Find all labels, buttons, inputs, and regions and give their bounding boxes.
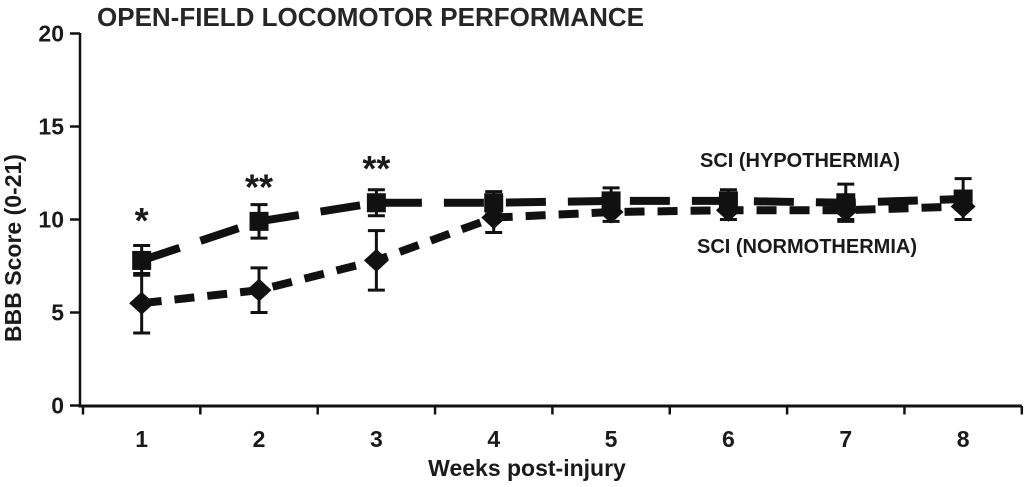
y-tick-label: 5 bbox=[51, 300, 64, 326]
x-tick-label: 7 bbox=[839, 426, 852, 452]
marker-square bbox=[953, 189, 973, 209]
x-tick-label: 1 bbox=[135, 426, 148, 452]
series-label-hypothermia: SCI (HYPOTHERMIA) bbox=[700, 150, 900, 172]
marker-square bbox=[484, 193, 504, 213]
x-tick-label: 6 bbox=[722, 426, 735, 452]
chart-title: OPEN-FIELD LOCOMOTOR PERFORMANCE bbox=[97, 2, 644, 32]
y-axis-title: BBB Score (0-21) bbox=[0, 154, 26, 342]
series-hypothermia bbox=[132, 177, 973, 277]
y-tick-label: 15 bbox=[38, 114, 64, 140]
y-tick-label: 0 bbox=[51, 393, 64, 419]
x-tick-label: 5 bbox=[605, 426, 618, 452]
marker-square bbox=[249, 211, 269, 231]
x-tick-label: 4 bbox=[487, 426, 500, 452]
y-tick-label: 20 bbox=[38, 21, 64, 47]
x-tick-label: 8 bbox=[957, 426, 970, 452]
marker-square bbox=[718, 191, 738, 211]
significance-asterisk: ** bbox=[245, 167, 273, 208]
series-label-normothermia: SCI (NORMOTHERMIA) bbox=[697, 236, 917, 258]
significance-asterisk: * bbox=[135, 200, 149, 241]
x-axis-title: Weeks post-injury bbox=[428, 455, 626, 481]
series-line-hypothermia bbox=[140, 195, 964, 265]
x-tick-label: 3 bbox=[370, 426, 383, 452]
marker-square bbox=[132, 250, 152, 270]
marker-diamond bbox=[246, 278, 272, 302]
series-line-normothermia bbox=[141, 202, 964, 308]
x-tick-label: 2 bbox=[253, 426, 266, 452]
marker-square bbox=[366, 193, 386, 213]
marker-square bbox=[836, 193, 856, 213]
marker-diamond bbox=[129, 291, 155, 315]
series-labels: SCI (HYPOTHERMIA) SCI (NORMOTHERMIA) bbox=[697, 150, 917, 258]
series-group bbox=[129, 177, 976, 335]
marker-diamond bbox=[363, 248, 389, 272]
axes: 0 5 10 15 20 1 2 3 4 5 6 7 8 bbox=[38, 21, 1024, 452]
significance-asterisk: ** bbox=[362, 148, 390, 189]
y-tick-label: 10 bbox=[38, 207, 64, 233]
significance-annotations: *** ** bbox=[135, 148, 391, 241]
marker-square bbox=[601, 191, 621, 211]
